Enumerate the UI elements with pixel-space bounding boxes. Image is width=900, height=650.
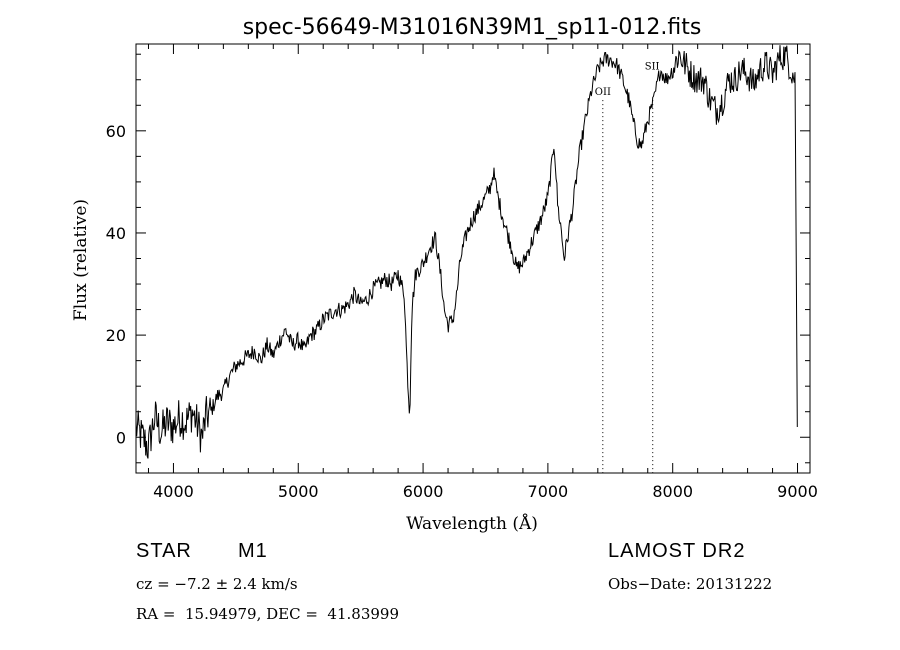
x-tick-label: 9000: [777, 482, 818, 501]
y-tick-label: 60: [106, 122, 126, 141]
x-tick-label: 6000: [403, 482, 444, 501]
y-tick-label: 0: [116, 428, 126, 447]
flux-series-line: [135, 45, 798, 459]
coordinates-text: RA = 15.94979, DEC = 41.83999: [136, 605, 400, 623]
chart-title: spec-56649-M31016N39M1_sp11-012.fits: [243, 15, 702, 40]
x-tick-label: 4000: [153, 482, 194, 501]
x-tick-label: 5000: [278, 482, 319, 501]
x-tick-label: 8000: [652, 482, 693, 501]
plot-frame: [135, 43, 811, 474]
x-axis-label: Wavelength (Å): [406, 513, 538, 534]
y-tick-label: 20: [106, 326, 126, 345]
x-tick-label: 7000: [528, 482, 569, 501]
axis-ticks: 4000 5000 6000 7000 8000 9000 0 20 40 60: [106, 44, 818, 501]
line-annotations: OII SII: [595, 62, 660, 473]
object-subclass: M1: [238, 540, 268, 562]
object-class: STAR: [136, 540, 192, 562]
y-tick-label: 40: [106, 224, 126, 243]
y-axis-label: Flux (relative): [71, 199, 91, 321]
annotation-label: SII: [645, 62, 660, 73]
obs-date-text: Obs−Date: 20131222: [608, 575, 773, 593]
annotation-label: OII: [595, 87, 611, 98]
redshift-text: cz = −7.2 ± 2.4 km/s: [136, 575, 298, 593]
survey-name: LAMOST DR2: [608, 540, 746, 562]
